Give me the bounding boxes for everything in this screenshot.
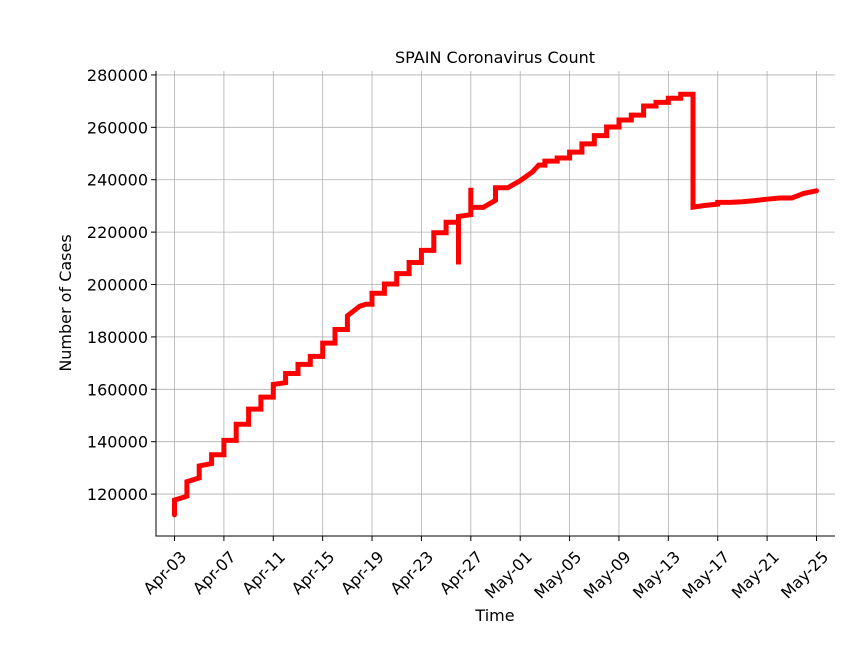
- x-tick-label: May-17: [678, 547, 733, 602]
- axes-spines: [155, 71, 835, 537]
- y-tick-label: 260000: [87, 118, 148, 137]
- x-tick-label: Apr-19: [337, 547, 388, 598]
- x-tick-label: May-13: [629, 547, 684, 602]
- y-axis: 120000 140000 160000 180000 200000 220000 2400…: [87, 66, 156, 504]
- x-tick-label: May-01: [481, 547, 536, 602]
- chart-title: SPAIN Coronavirus Count: [395, 48, 595, 67]
- grid: [156, 71, 835, 536]
- x-tick-label: May-09: [580, 547, 635, 602]
- x-axis-label: Time: [474, 606, 514, 625]
- x-tick-label: May-05: [530, 547, 585, 602]
- y-tick-label: 200000: [87, 276, 148, 295]
- y-tick-label: 160000: [87, 380, 148, 399]
- x-tick-label: Apr-03: [139, 547, 190, 598]
- y-tick-label: 220000: [87, 223, 148, 242]
- y-tick-label: 140000: [87, 433, 148, 452]
- x-tick-label: Apr-15: [288, 547, 339, 598]
- y-tick-label: 240000: [87, 171, 148, 190]
- series-layer: [172, 91, 819, 518]
- x-tick-label: Apr-23: [386, 547, 437, 598]
- x-tick-label: Apr-27: [436, 547, 487, 598]
- x-tick-label: May-25: [777, 547, 832, 602]
- y-axis-label: Number of Cases: [56, 234, 75, 371]
- x-tick-label: Apr-07: [189, 547, 240, 598]
- y-tick-label: 280000: [87, 66, 148, 85]
- x-tick-label: Apr-11: [238, 547, 289, 598]
- x-axis: Apr-03Apr-07Apr-11Apr-15Apr-19Apr-23Apr-…: [139, 536, 832, 602]
- x-tick-label: May-21: [728, 547, 783, 602]
- y-tick-label: 180000: [87, 328, 148, 347]
- series-line: [172, 91, 819, 518]
- y-tick-label: 120000: [87, 485, 148, 504]
